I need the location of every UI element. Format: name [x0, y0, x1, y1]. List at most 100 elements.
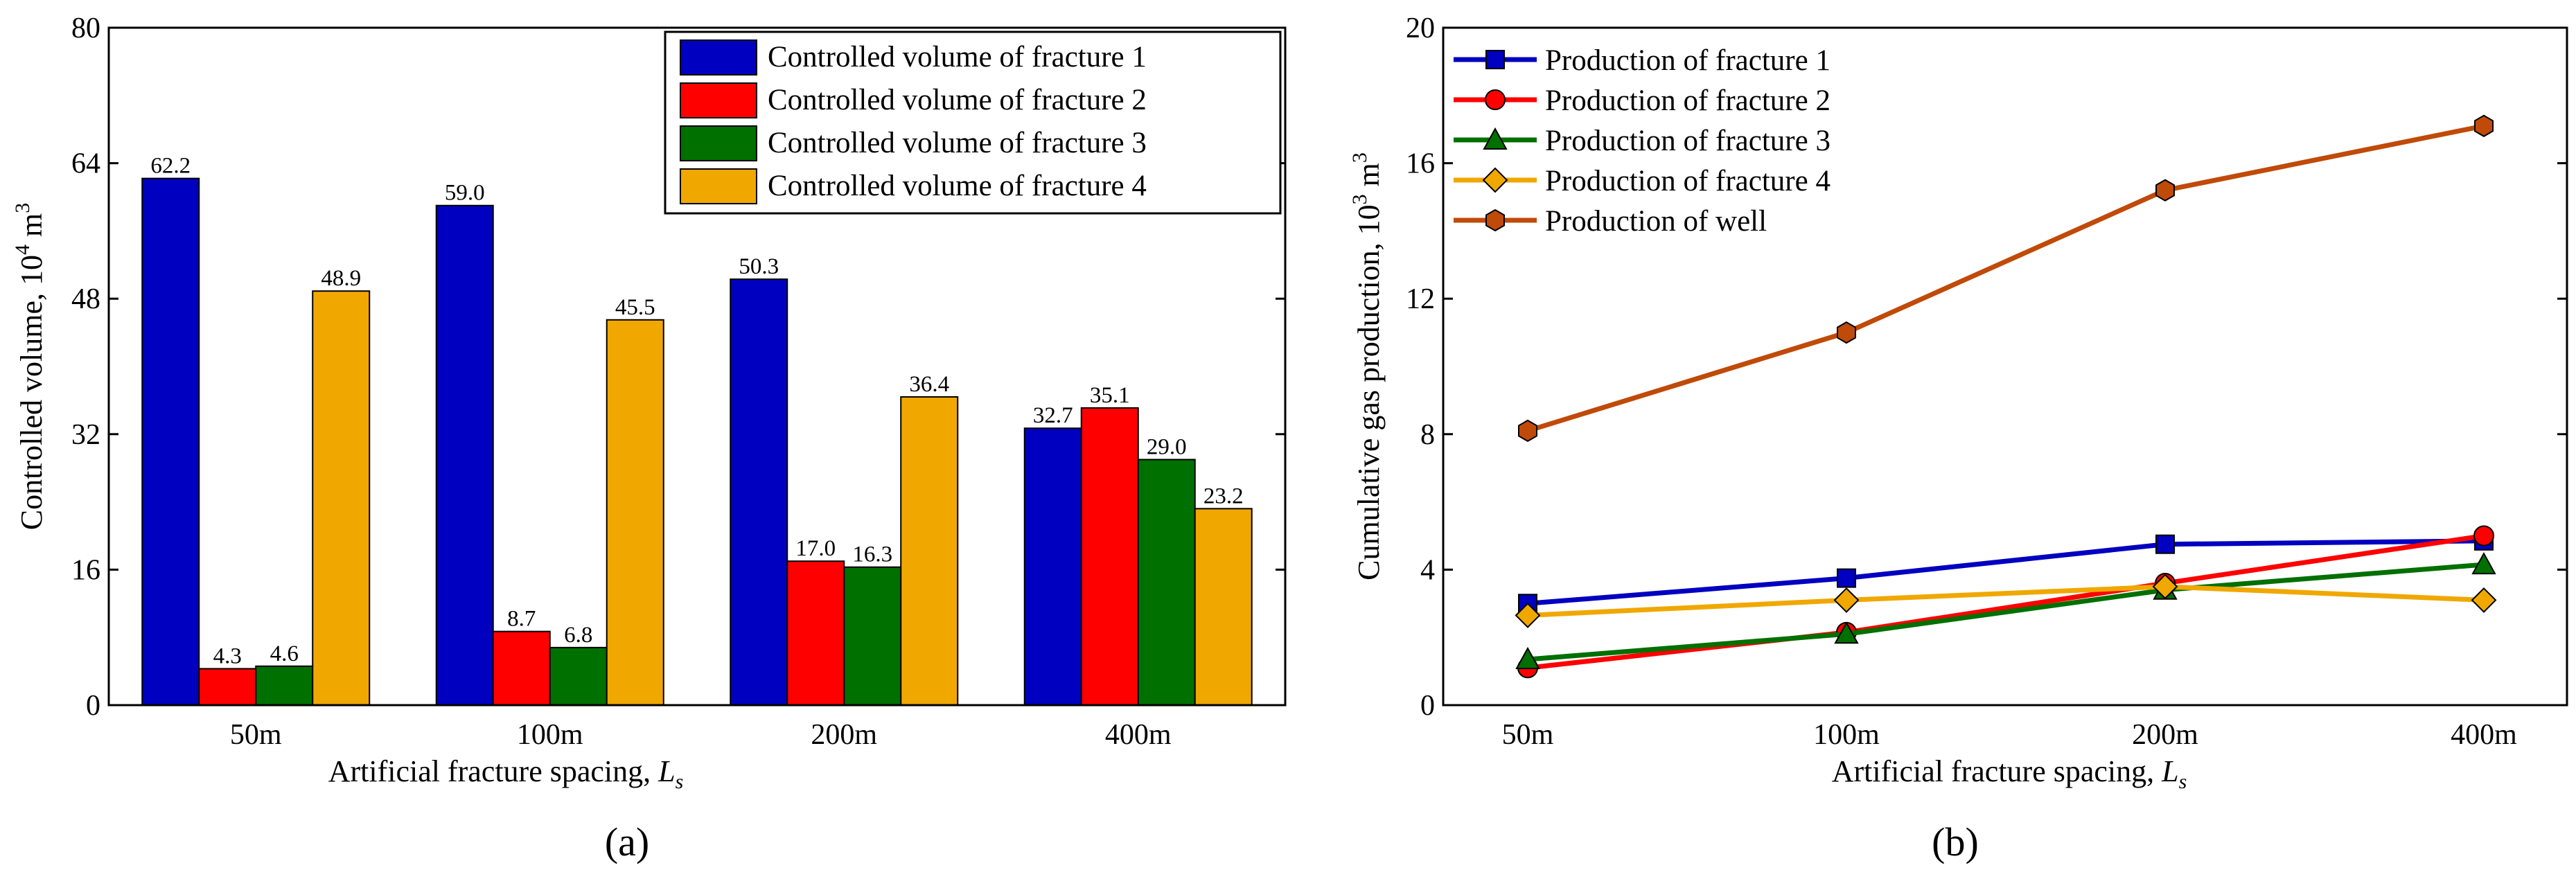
y-tick-label-80: 80	[71, 12, 100, 44]
bar-label-200m-fracture-2: 17.0	[795, 536, 836, 561]
bar-400m-fracture-3	[1137, 459, 1196, 706]
bar-50m-fracture-1	[141, 177, 200, 707]
x-tick-label-100m: 100m	[1813, 719, 1880, 751]
line-production-of-well	[1526, 123, 2485, 434]
bar-label-200m-fracture-4: 36.4	[909, 372, 949, 397]
bar-200m-fracture-3	[843, 566, 902, 706]
point-production-of-fracture-4-100m	[1833, 587, 1860, 613]
bar-400m-fracture-1	[1023, 427, 1082, 706]
point-production-of-well-200m	[2155, 179, 2175, 202]
bar-50m-fracture-4	[312, 290, 371, 706]
bar-50m-fracture-2	[198, 668, 257, 706]
y-tick-label-0: 0	[86, 690, 100, 722]
line-production-of-fracture-1	[1527, 538, 2485, 606]
y-tick-label-12: 12	[1406, 283, 1435, 315]
legend-swatch-fracture-2	[680, 82, 757, 118]
legend-label-fracture-4: Controlled volume of fracture 4	[768, 170, 1147, 202]
point-production-of-well-100m	[1837, 321, 1856, 344]
point-production-of-well-50m	[1518, 419, 1537, 443]
y-tick-label-16: 16	[71, 554, 100, 586]
panel-b-x-ticks: 50m 100m 200m 400m	[1502, 719, 2518, 751]
legend-label-fracture-3: Controlled volume of fracture 3	[768, 127, 1147, 159]
panel-a-legend: Controlled volume of fracture 1 Controlle…	[680, 39, 1147, 204]
point-production-of-fracture-4-200m	[2152, 574, 2178, 600]
point-production-of-fracture-2-400m	[2473, 525, 2494, 547]
legend-swatch-fracture-3	[680, 125, 757, 161]
y-tick-label-20: 20	[1406, 12, 1435, 44]
panel-b-lines	[1515, 114, 2497, 679]
bar-100m-fracture-1	[435, 204, 494, 707]
bar-label-50m-fracture-3: 4.6	[270, 641, 299, 666]
legend-swatch-fracture-1	[680, 39, 757, 76]
legend-marker-production-of-fracture-4	[1482, 167, 1508, 193]
panel-a-bar-chart: 62.2 4.3 4.6 48.9 59.0 8.7 6.8 45.5 50.3 17.0 16.3…	[11, 12, 1287, 864]
y-tick-label-4: 4	[1420, 554, 1435, 586]
bar-label-100m-fracture-4: 45.5	[615, 295, 655, 320]
x-tick-label-400m: 400m	[2451, 719, 2517, 751]
point-production-of-fracture-3-100m	[1834, 621, 1859, 644]
point-production-of-fracture-4-50m	[1515, 603, 1541, 628]
bar-200m-fracture-2	[786, 560, 845, 706]
panel-b-y-ticks: 0 4 8 12 16 20	[1406, 12, 2567, 722]
bar-label-100m-fracture-3: 6.8	[564, 623, 592, 648]
x-tick-label-100m: 100m	[517, 719, 583, 751]
bar-400m-fracture-4	[1194, 508, 1253, 706]
panel-a-bars	[141, 177, 1253, 707]
panel-a-label: (a)	[605, 819, 649, 864]
legend-label-production-of-well: Production of well	[1545, 205, 1767, 238]
y-tick-label-64: 64	[71, 148, 100, 180]
legend-label-fracture-1: Controlled volume of fracture 1	[768, 41, 1147, 73]
y-tick-label-16: 16	[1406, 148, 1435, 180]
panel-a-x-axis-label: Artificial fracture spacing, Ls	[328, 754, 684, 793]
panel-a-plot-frame	[107, 26, 1287, 707]
bar-label-100m-fracture-1: 59.0	[445, 181, 485, 206]
point-production-of-fracture-1-200m	[2155, 534, 2175, 554]
legend-label-fracture-2: Controlled volume of fracture 2	[768, 84, 1147, 116]
panel-a-y-ticks: 0 16 32 48 64 80	[71, 12, 1285, 722]
bar-label-400m-fracture-1: 32.7	[1033, 403, 1073, 428]
bar-label-50m-fracture-2: 4.3	[213, 643, 242, 668]
bar-100m-fracture-4	[606, 319, 664, 706]
point-production-of-fracture-3-400m	[2471, 551, 2496, 575]
y-tick-label-48: 48	[71, 283, 100, 315]
point-production-of-fracture-4-400m	[2471, 587, 2497, 613]
line-production-of-fracture-4	[1527, 584, 2485, 618]
panel-b-label: (b)	[1932, 819, 1979, 864]
x-tick-label-50m: 50m	[230, 719, 282, 751]
bar-100m-fracture-2	[492, 630, 551, 707]
legend-label-production-of-fracture-2: Production of fracture 2	[1545, 85, 1830, 117]
bar-200m-fracture-1	[730, 278, 788, 706]
panel-b-legend: Production of fracture 1 Production of fr…	[1454, 44, 1830, 238]
legend-swatch-fracture-4	[680, 168, 757, 204]
legend-marker-production-of-fracture-3	[1483, 127, 1508, 150]
panel-b-plot-frame	[1442, 26, 2568, 707]
point-production-of-fracture-3-50m	[1515, 646, 1540, 669]
panel-a-x-ticks: 50m 100m 200m 400m	[230, 719, 1172, 751]
panel-a-legend-frame	[664, 30, 1282, 215]
panel-b-y-axis-label: Cumulative gas production, 103 m3	[1348, 152, 1386, 580]
bar-100m-fracture-3	[549, 646, 608, 706]
point-production-of-well-400m	[2474, 114, 2494, 137]
legend-marker-production-of-well	[1485, 208, 1505, 232]
legend-marker-production-of-fracture-1	[1485, 50, 1505, 69]
legend-label-production-of-fracture-1: Production of fracture 1	[1545, 44, 1830, 77]
y-tick-label-32: 32	[71, 419, 100, 451]
bar-label-200m-fracture-1: 50.3	[739, 254, 779, 279]
bar-label-50m-fracture-1: 62.2	[150, 154, 191, 179]
x-tick-label-400m: 400m	[1105, 719, 1172, 751]
legend-marker-production-of-fracture-2	[1485, 89, 1506, 110]
bar-label-200m-fracture-3: 16.3	[852, 542, 892, 567]
bar-label-100m-fracture-2: 8.7	[507, 607, 536, 632]
bar-400m-fracture-2	[1080, 407, 1139, 707]
bar-label-50m-fracture-4: 48.9	[321, 266, 361, 291]
bar-200m-fracture-4	[900, 396, 959, 706]
line-production-of-fracture-2	[1527, 533, 2485, 671]
x-tick-label-200m: 200m	[2132, 719, 2198, 751]
bar-label-400m-fracture-4: 23.2	[1203, 483, 1244, 508]
panel-a-y-axis-label: Controlled volume, 104 m3	[11, 203, 48, 530]
point-production-of-fracture-1-100m	[1837, 568, 1856, 588]
bar-label-400m-fracture-2: 35.1	[1090, 383, 1130, 408]
panel-b-line-chart: 0 4 8 12 16 20 50m 100m 200m 400m Cumulative gas…	[1348, 12, 2568, 864]
panel-b-x-axis-label: Artificial fracture spacing, Ls	[1832, 754, 2187, 793]
